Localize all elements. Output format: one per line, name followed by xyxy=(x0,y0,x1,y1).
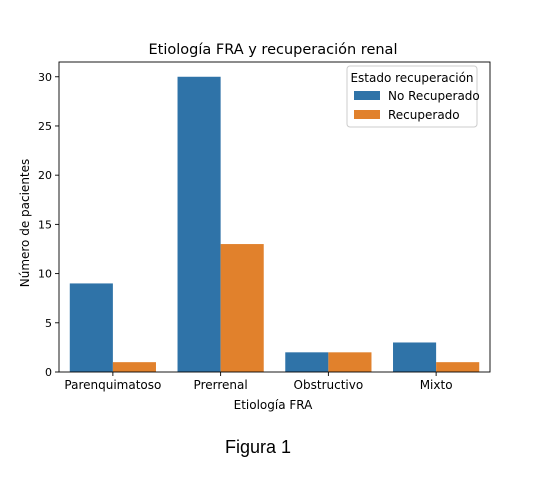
bar-chart: Etiología FRA y recuperación renal 0 5 10 1… xyxy=(18,42,491,412)
y-tick-label: 15 xyxy=(38,218,52,231)
x-tick-label: Parenquimatoso xyxy=(64,378,161,392)
y-tick-label: 20 xyxy=(38,169,52,182)
y-tick-label: 10 xyxy=(38,268,52,281)
legend-label-no-recuperado: No Recuperado xyxy=(388,89,480,103)
x-tick-label: Obstructivo xyxy=(294,378,364,392)
bar-no-recuperado-3 xyxy=(285,352,329,372)
y-axis-label: Número de pacientes xyxy=(18,159,32,288)
plot-area: 0 5 10 15 20 25 30 Parenquimatoso Prerrenal Obstr… xyxy=(38,61,491,392)
legend: Estado recuperación No Recuperado Recuper… xyxy=(346,65,480,128)
x-axis-label: Etiología FRA xyxy=(234,398,314,412)
bar-recuperado-4 xyxy=(436,362,480,372)
chart-title: Etiología FRA y recuperación renal xyxy=(149,42,398,58)
legend-title: Estado recuperación xyxy=(350,71,473,85)
bar-no-recuperado-4 xyxy=(393,342,437,372)
legend-swatch-recuperado xyxy=(354,110,380,119)
axes-frame xyxy=(58,61,491,373)
y-tick-label: 30 xyxy=(38,71,52,84)
figure-caption: Figura 1 xyxy=(224,437,292,457)
bar-no-recuperado-2 xyxy=(177,76,221,372)
legend-label-recuperado: Recuperado xyxy=(388,108,460,122)
bar-no-recuperado-1 xyxy=(69,283,113,372)
y-tick-label: 25 xyxy=(38,120,52,133)
y-tick-label: 0 xyxy=(45,366,52,379)
bar-recuperado-2 xyxy=(220,244,264,372)
legend-swatch-no-recuperado xyxy=(354,91,380,100)
x-tick-label: Mixto xyxy=(420,378,453,392)
bar-recuperado-3 xyxy=(328,352,372,372)
x-tick-label: Prerrenal xyxy=(194,378,248,392)
bar-recuperado-1 xyxy=(112,362,156,372)
y-tick-label: 5 xyxy=(45,317,52,330)
